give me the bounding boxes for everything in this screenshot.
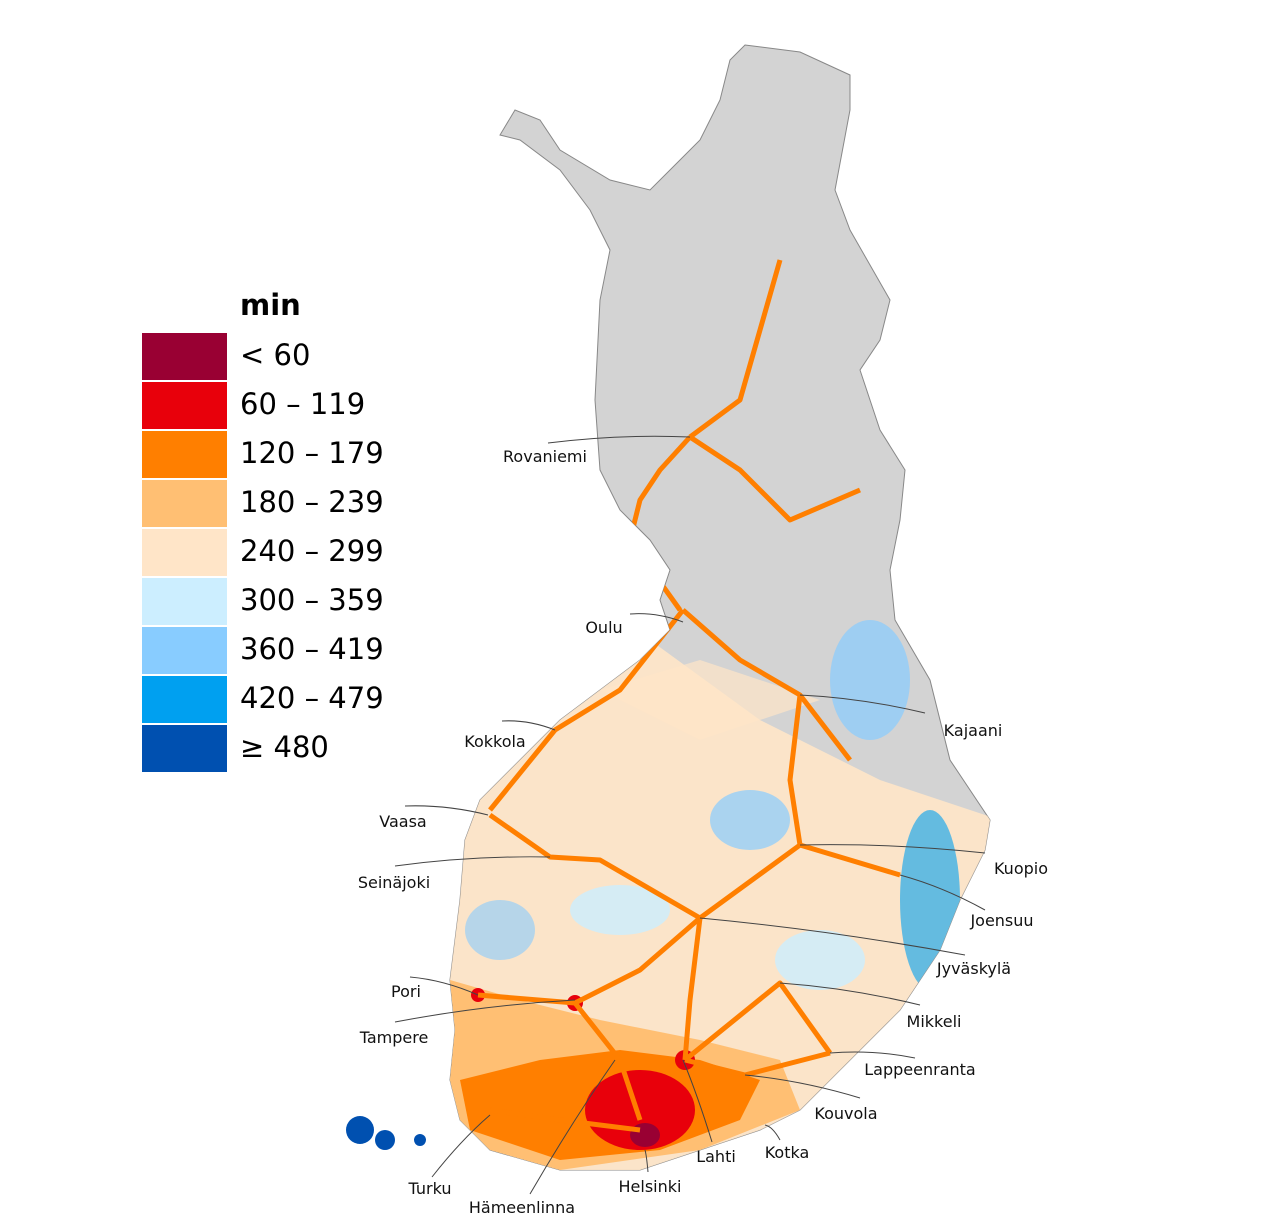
leader-line bbox=[404, 805, 489, 816]
legend-swatch bbox=[142, 725, 227, 772]
city-label: Kotka bbox=[765, 1143, 810, 1162]
city-label: Oulu bbox=[585, 618, 622, 637]
city-label: Pori bbox=[391, 982, 421, 1001]
city-label: Lappeenranta bbox=[864, 1060, 975, 1079]
legend-swatch bbox=[142, 627, 227, 674]
leader-line bbox=[644, 1149, 649, 1173]
legend-label: 420 – 479 bbox=[240, 681, 384, 715]
leader-line bbox=[799, 694, 926, 714]
leader-line bbox=[409, 976, 479, 996]
legend-label: < 60 bbox=[240, 338, 310, 372]
legend-label: 360 – 419 bbox=[240, 632, 384, 666]
city-label: Vaasa bbox=[379, 812, 426, 831]
leader-line bbox=[699, 917, 966, 956]
city-labels: Rovaniemi Oulu Kokkola Kajaani Vaasa Seinäjok… bbox=[358, 435, 1048, 1217]
legend: min < 60 60 – 119 120 – 179 180 – 239 240 – … bbox=[142, 288, 384, 772]
legend-swatch bbox=[142, 578, 227, 625]
leader-line bbox=[501, 720, 556, 731]
city-label: Kajaani bbox=[944, 721, 1003, 740]
leader-line bbox=[764, 1124, 781, 1141]
legend-label: ≥ 480 bbox=[240, 730, 329, 764]
city-label: Helsinki bbox=[619, 1177, 682, 1196]
legend-swatch bbox=[142, 333, 227, 380]
legend-label: 120 – 179 bbox=[240, 436, 384, 470]
legend-label: 300 – 359 bbox=[240, 583, 384, 617]
legend-title: min bbox=[240, 288, 301, 322]
city-label: Kouvola bbox=[814, 1104, 877, 1123]
legend-swatch bbox=[142, 431, 227, 478]
leader-line bbox=[744, 1074, 861, 1099]
city-label: Joensuu bbox=[969, 911, 1033, 930]
leader-line bbox=[529, 1059, 616, 1195]
leader-line bbox=[431, 1114, 491, 1178]
legend-swatch bbox=[142, 676, 227, 723]
city-label: Jyväskylä bbox=[936, 959, 1011, 978]
legend-swatch bbox=[142, 382, 227, 429]
legend-label: 240 – 299 bbox=[240, 534, 384, 568]
leader-line bbox=[899, 874, 986, 911]
legend-label: 60 – 119 bbox=[240, 387, 365, 421]
leader-line bbox=[394, 856, 551, 867]
city-label: Kuopio bbox=[994, 859, 1048, 878]
city-label: Tampere bbox=[359, 1028, 429, 1047]
leader-line bbox=[547, 435, 691, 444]
city-label: Rovaniemi bbox=[503, 447, 587, 466]
country-map bbox=[346, 44, 991, 1171]
leader-line bbox=[799, 844, 986, 854]
city-label: Mikkeli bbox=[907, 1012, 962, 1031]
city-label: Seinäjoki bbox=[358, 873, 430, 892]
city-label: Turku bbox=[408, 1179, 452, 1198]
city-label: Hämeenlinna bbox=[469, 1198, 575, 1217]
leader-line bbox=[682, 1059, 713, 1143]
leader-line bbox=[779, 982, 921, 1006]
legend-swatch bbox=[142, 529, 227, 576]
city-label: Lahti bbox=[696, 1147, 736, 1166]
legend-label: 180 – 239 bbox=[240, 485, 384, 519]
leader-line bbox=[629, 613, 684, 623]
city-label: Kokkola bbox=[464, 732, 525, 751]
legend-swatch bbox=[142, 480, 227, 527]
leader-line bbox=[394, 999, 576, 1023]
leader-line bbox=[829, 1051, 916, 1059]
